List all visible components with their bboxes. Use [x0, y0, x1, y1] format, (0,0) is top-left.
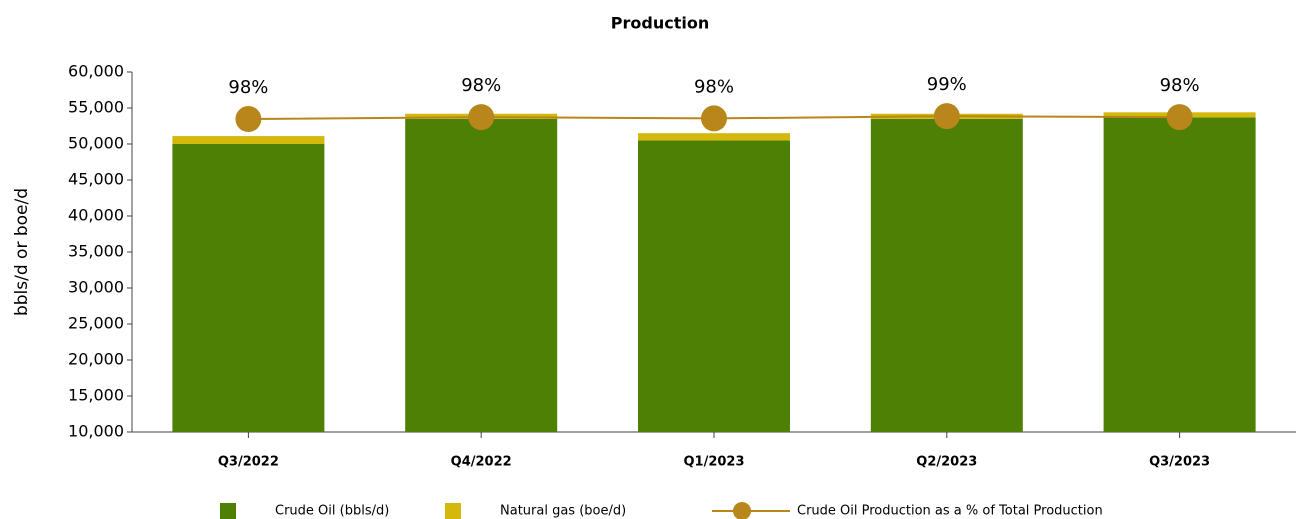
y-tick-label: 15,000 — [68, 386, 124, 405]
line-marker — [468, 104, 495, 131]
bar-segment — [638, 133, 790, 141]
y-tick-label: 45,000 — [68, 170, 124, 189]
data-label: 98% — [694, 76, 734, 97]
line-marker — [235, 106, 262, 133]
legend-swatch-marker — [733, 502, 751, 519]
line-marker — [933, 103, 960, 130]
bar-segment — [870, 118, 1023, 433]
bar-segment — [172, 136, 325, 144]
y-tick-label: 40,000 — [68, 206, 124, 225]
y-tick-label: 60,000 — [68, 62, 124, 81]
data-label: 98% — [1160, 75, 1200, 96]
legend-swatch — [220, 503, 236, 519]
y-tick-label: 55,000 — [68, 98, 124, 117]
data-label: 98% — [461, 75, 501, 96]
data-label: 99% — [927, 74, 967, 95]
legend-label: Crude Oil (bbls/d) — [275, 504, 389, 519]
chart-title: Production — [611, 14, 709, 33]
y-tick-label: 35,000 — [68, 242, 124, 261]
y-tick-label: 30,000 — [68, 278, 124, 297]
legend-label: Crude Oil Production as a % of Total Pro… — [797, 504, 1103, 519]
legend-swatch — [445, 503, 461, 519]
bar-segment — [638, 140, 790, 432]
line-marker — [1166, 104, 1193, 131]
y-axis-label: bbls/d or boe/d — [12, 188, 32, 316]
y-tick-label: 25,000 — [68, 314, 124, 333]
bar-segment — [172, 144, 325, 432]
line-marker — [701, 105, 727, 132]
x-tick-label: Q1/2023 — [683, 455, 744, 470]
bar-segment — [1103, 117, 1256, 433]
bar-segment — [405, 118, 558, 433]
x-tick-label: Q2/2023 — [916, 455, 977, 470]
x-tick-label: Q4/2022 — [451, 455, 512, 470]
data-label: 98% — [228, 77, 268, 98]
legend-label: Natural gas (boe/d) — [500, 504, 626, 519]
y-tick-label: 10,000 — [68, 422, 124, 441]
x-tick-label: Q3/2023 — [1149, 455, 1210, 470]
x-tick-label: Q3/2022 — [218, 455, 279, 470]
y-tick-label: 50,000 — [68, 134, 124, 153]
y-tick-label: 20,000 — [68, 350, 124, 369]
